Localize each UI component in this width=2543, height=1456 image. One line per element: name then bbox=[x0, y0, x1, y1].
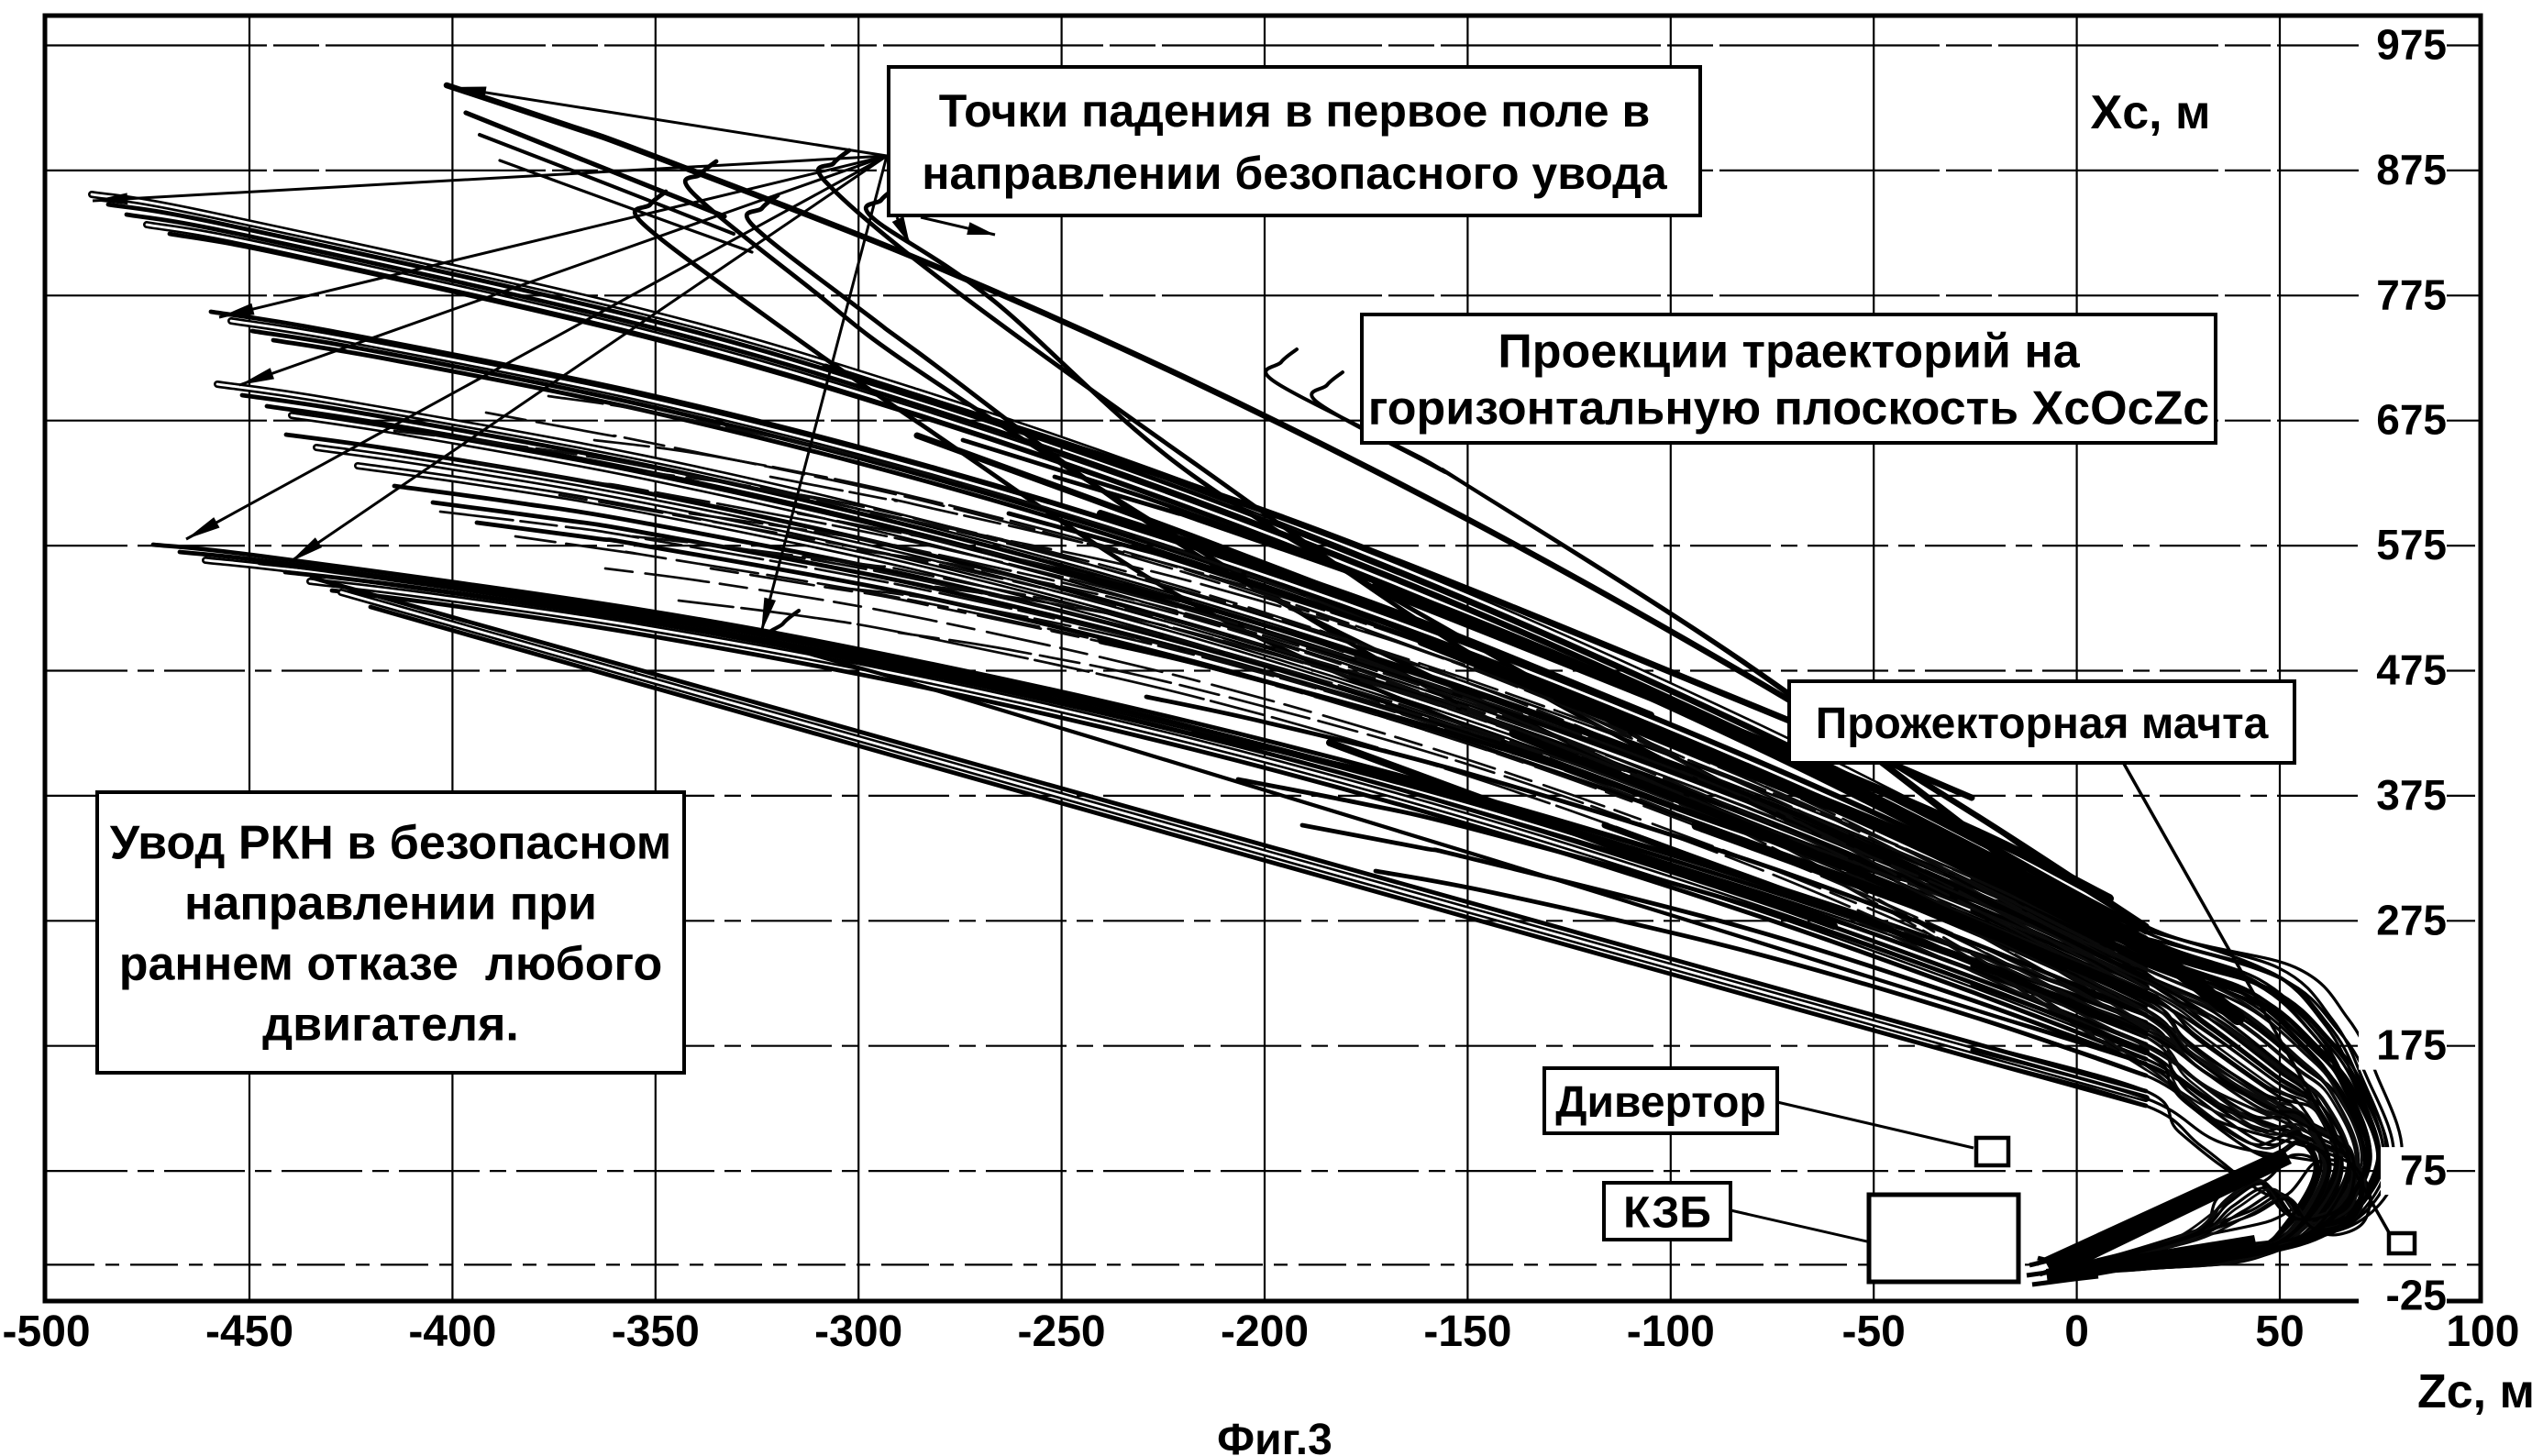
svg-text:двигателя.: двигателя. bbox=[262, 998, 519, 1052]
svg-text:175: 175 bbox=[2376, 1021, 2447, 1069]
svg-text:Фиг.3: Фиг.3 bbox=[1217, 1416, 1332, 1456]
svg-text:Точки падения в первое поле в: Точки падения в первое поле в bbox=[939, 85, 1650, 137]
svg-text:-350: -350 bbox=[612, 1307, 700, 1356]
svg-text:Хс, м: Хс, м bbox=[2091, 86, 2211, 139]
svg-text:100: 100 bbox=[2446, 1307, 2519, 1356]
svg-text:Увод РКН в безопасном: Увод РКН в безопасном bbox=[110, 817, 672, 870]
svg-text:375: 375 bbox=[2376, 771, 2447, 819]
svg-text:775: 775 bbox=[2376, 270, 2447, 318]
svg-text:50: 50 bbox=[2255, 1307, 2304, 1356]
svg-text:75: 75 bbox=[2400, 1146, 2447, 1194]
svg-text:Дивертор: Дивертор bbox=[1555, 1078, 1765, 1127]
svg-text:Zс, м: Zс, м bbox=[2417, 1365, 2535, 1418]
svg-text:575: 575 bbox=[2376, 521, 2447, 568]
svg-text:875: 875 bbox=[2376, 146, 2447, 193]
svg-text:направлении безопасного увода: направлении безопасного увода bbox=[922, 148, 1668, 199]
svg-text:-100: -100 bbox=[1627, 1307, 1715, 1356]
svg-text:Проекции траекторий на: Проекции траекторий на bbox=[1498, 325, 2080, 379]
svg-text:раннем отказе любого: раннем отказе любого bbox=[119, 938, 663, 991]
svg-text:горизонтальную плоскость ХсОсZ: горизонтальную плоскость ХсОсZс bbox=[1368, 382, 2209, 436]
svg-text:-300: -300 bbox=[814, 1307, 902, 1356]
svg-text:-200: -200 bbox=[1221, 1307, 1309, 1356]
svg-text:-25: -25 bbox=[2386, 1272, 2447, 1319]
svg-text:-450: -450 bbox=[205, 1307, 293, 1356]
svg-text:275: 275 bbox=[2376, 896, 2447, 943]
svg-text:-50: -50 bbox=[1842, 1307, 1906, 1356]
svg-text:475: 475 bbox=[2376, 646, 2447, 694]
svg-text:направлении при: направлении при bbox=[184, 877, 597, 931]
svg-text:675: 675 bbox=[2376, 396, 2447, 444]
svg-text:Прожекторная мачта: Прожекторная мачта bbox=[1816, 700, 2269, 748]
svg-text:0: 0 bbox=[2064, 1307, 2089, 1356]
svg-text:-400: -400 bbox=[408, 1307, 496, 1356]
svg-text:-250: -250 bbox=[1018, 1307, 1106, 1356]
svg-text:975: 975 bbox=[2376, 21, 2447, 69]
svg-text:-150: -150 bbox=[1423, 1307, 1511, 1356]
svg-text:КЗБ: КЗБ bbox=[1623, 1188, 1711, 1237]
svg-text:-500: -500 bbox=[3, 1307, 91, 1356]
